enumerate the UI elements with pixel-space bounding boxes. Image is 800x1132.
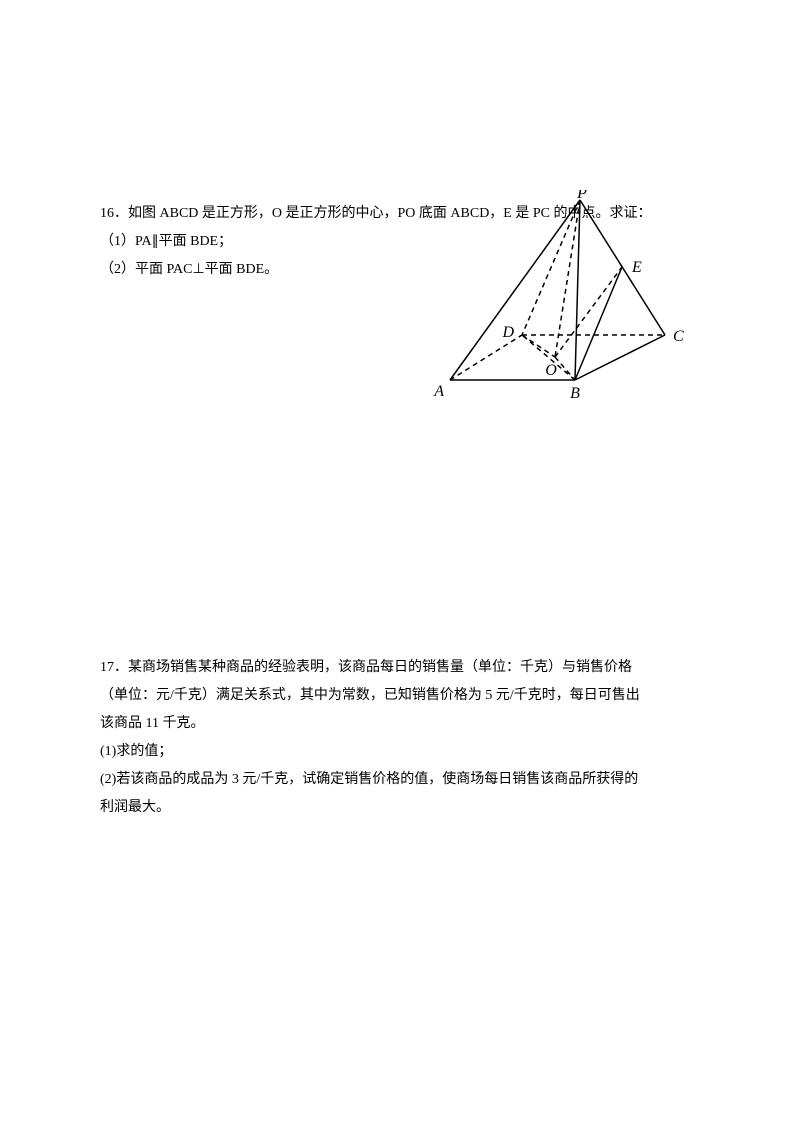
svg-text:E: E	[631, 259, 642, 276]
question-16: 16．如图 ABCD 是正方形，O 是正方形的中心，PO 底面 ABCD，E 是…	[100, 200, 710, 284]
q17-sub1: (1)求的值；	[100, 738, 710, 766]
svg-text:P: P	[576, 190, 587, 202]
svg-text:B: B	[570, 385, 580, 402]
q17-line2: （单位：元/千克）满足关系式，其中为常数，已知销售价格为 5 元/千克时，每日可…	[100, 682, 710, 710]
svg-text:D: D	[501, 324, 514, 341]
pyramid-diagram: P E C B A D O	[430, 190, 700, 410]
q17-sub2: (2)若该商品的成品为 3 元/千克，试确定销售价格的值，使商场每日销售该商品所…	[100, 766, 710, 794]
q17-sub3: 利润最大。	[100, 794, 710, 822]
svg-text:A: A	[433, 383, 444, 400]
q17-line1: 17．某商场销售某种商品的经验表明，该商品每日的销售量（单位：千克）与销售价格	[100, 654, 710, 682]
q17-line3: 该商品 11 千克。	[100, 710, 710, 738]
svg-text:C: C	[673, 328, 684, 345]
svg-text:O: O	[545, 362, 557, 379]
question-17: 17．某商场销售某种商品的经验表明，该商品每日的销售量（单位：千克）与销售价格 …	[100, 654, 710, 822]
